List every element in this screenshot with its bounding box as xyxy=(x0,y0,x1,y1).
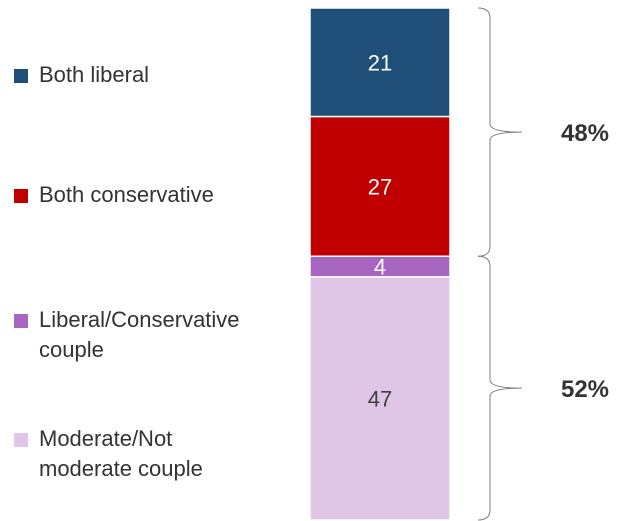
legend-label: Both liberal xyxy=(39,62,150,87)
bar-segment-both-conservative xyxy=(309,115,451,257)
bracket-total-label: 52% xyxy=(561,376,609,403)
bracket-total-label: 48% xyxy=(561,120,609,147)
bracket-1 xyxy=(477,7,523,257)
data-label: 47 xyxy=(368,386,392,411)
bracket-2 xyxy=(477,255,523,521)
legend-swatch-both-liberal xyxy=(14,69,28,83)
bar-segment-moderate-not-moderate-couple xyxy=(309,276,451,521)
data-label: 4 xyxy=(374,255,386,280)
legend-label: Liberal/Conservative couple xyxy=(39,307,240,362)
legend-swatch-liberal-conservative xyxy=(14,314,28,328)
legend-label: Both conservative xyxy=(39,182,214,207)
legend-swatch-moderate xyxy=(14,433,28,447)
legend-swatch-both-conservative xyxy=(14,189,28,203)
data-label: 21 xyxy=(368,50,392,75)
data-label: 27 xyxy=(368,174,392,199)
bar-segment-both-liberal xyxy=(309,7,451,118)
legend-label: Moderate/Not moderate couple xyxy=(39,426,203,481)
